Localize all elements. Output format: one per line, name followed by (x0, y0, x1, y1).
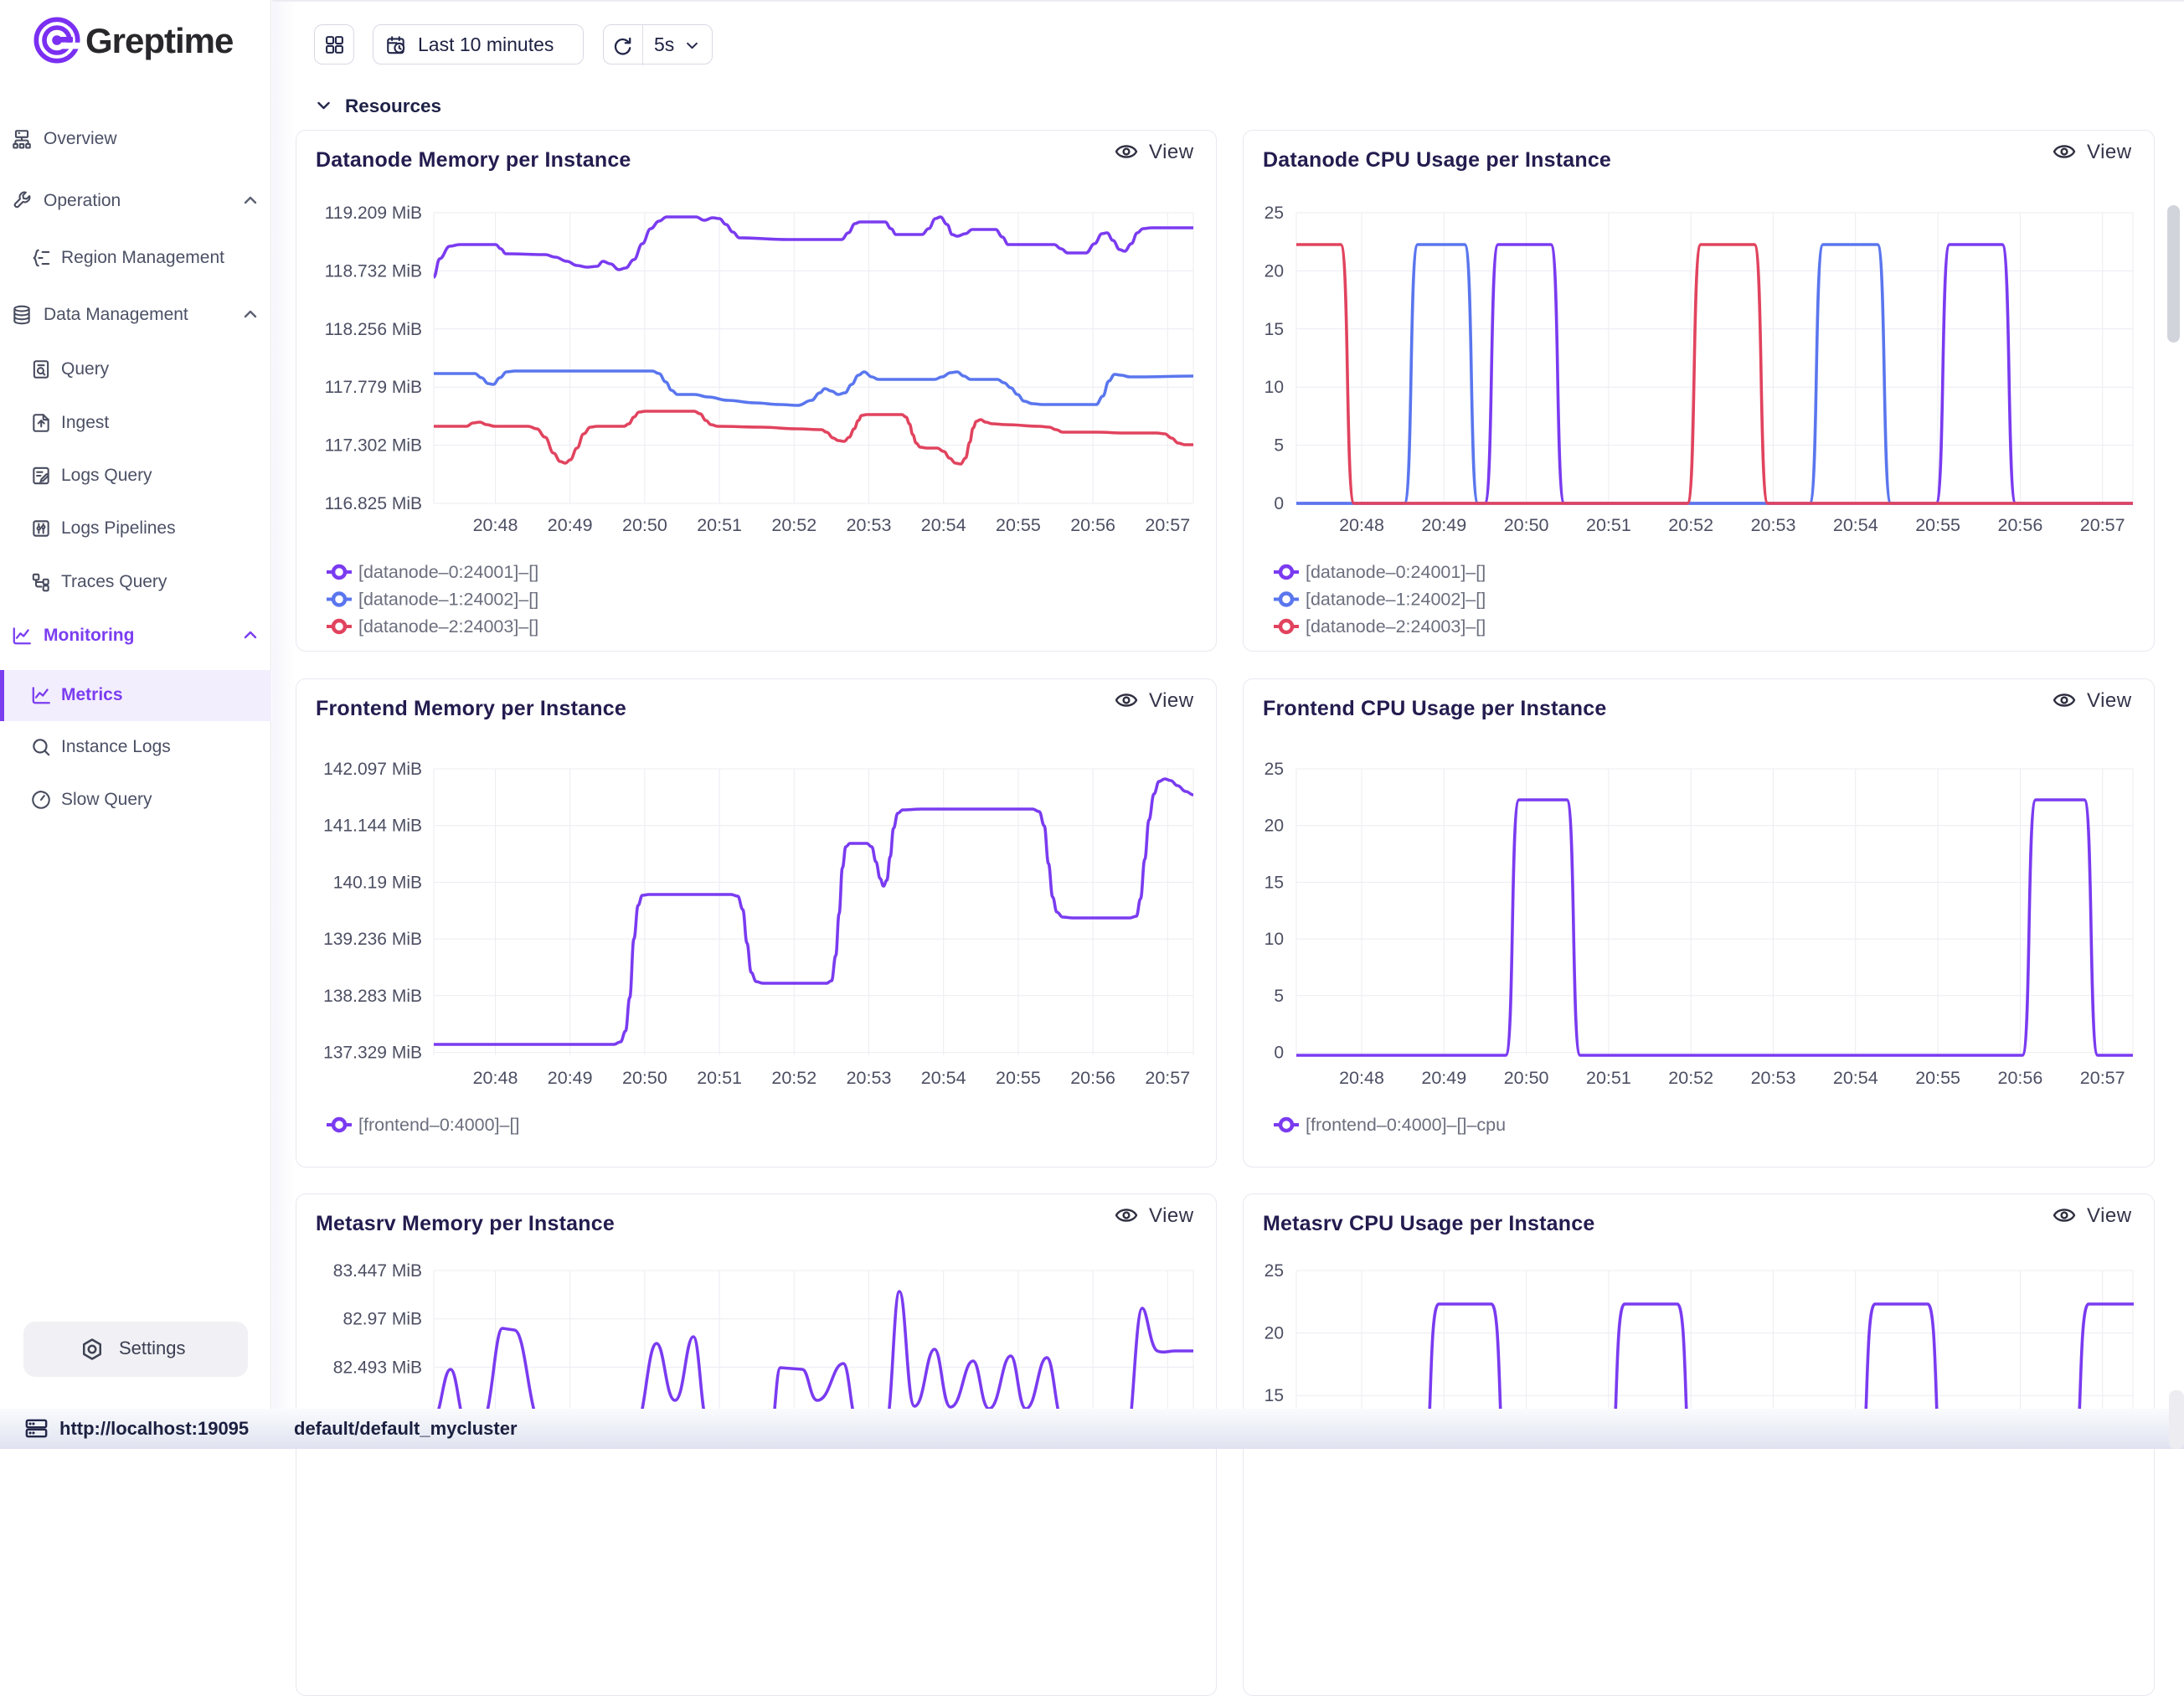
svg-text:82.97 MiB: 82.97 MiB (343, 1310, 422, 1329)
svg-text:View: View (2087, 141, 2132, 163)
svg-text:25: 25 (1265, 760, 1284, 779)
svg-text:20:55: 20:55 (996, 1068, 1041, 1088)
svg-text:140.19 MiB: 140.19 MiB (333, 873, 422, 892)
svg-text:20:50: 20:50 (1504, 515, 1549, 535)
svg-text:20:57: 20:57 (1145, 1068, 1190, 1088)
svg-text:[datanode–0:24001]–[]: [datanode–0:24001]–[] (1306, 562, 1486, 582)
svg-text:5: 5 (1274, 436, 1284, 456)
svg-text:118.256 MiB: 118.256 MiB (325, 320, 422, 339)
svg-text:20:56: 20:56 (1070, 1068, 1115, 1088)
svg-text:20:50: 20:50 (622, 1068, 667, 1088)
svg-text:[datanode–2:24003]–[]: [datanode–2:24003]–[] (358, 616, 538, 637)
svg-text:20:52: 20:52 (771, 515, 816, 535)
svg-text:20:49: 20:49 (1421, 1068, 1466, 1088)
svg-text:117.302 MiB: 117.302 MiB (325, 436, 422, 456)
svg-text:0: 0 (1274, 1044, 1284, 1063)
svg-text:20:51: 20:51 (1586, 1068, 1631, 1088)
svg-text:20: 20 (1265, 817, 1284, 836)
svg-text:20:55: 20:55 (1915, 1068, 1960, 1088)
svg-text:0: 0 (1274, 494, 1284, 513)
svg-text:15: 15 (1265, 873, 1284, 892)
svg-text:Metasrv Memory per Instance: Metasrv Memory per Instance (316, 1212, 615, 1235)
svg-text:Greptime: Greptime (85, 21, 233, 60)
svg-text:138.283 MiB: 138.283 MiB (323, 987, 422, 1006)
svg-text:View: View (2087, 689, 2132, 712)
svg-text:142.097 MiB: 142.097 MiB (323, 760, 422, 779)
svg-text:20:50: 20:50 (622, 515, 667, 535)
svg-text:20:54: 20:54 (1833, 1068, 1878, 1088)
svg-text:20:56: 20:56 (1070, 515, 1115, 535)
svg-text:20:48: 20:48 (473, 1068, 518, 1088)
svg-text:View: View (1149, 689, 1194, 712)
svg-text:20:53: 20:53 (1751, 515, 1796, 535)
svg-text:141.144 MiB: 141.144 MiB (323, 817, 422, 836)
svg-text:Frontend CPU Usage per Instanc: Frontend CPU Usage per Instance (1263, 697, 1606, 720)
svg-text:10: 10 (1265, 378, 1284, 397)
svg-text:20:48: 20:48 (1339, 515, 1384, 535)
svg-text:View: View (2087, 1204, 2132, 1227)
svg-text:20:57: 20:57 (2080, 515, 2125, 535)
svg-text:[datanode–1:24002]–[]: [datanode–1:24002]–[] (358, 590, 538, 610)
svg-text:20:52: 20:52 (1668, 515, 1713, 535)
svg-text:20:54: 20:54 (921, 515, 966, 535)
svg-text:20:53: 20:53 (847, 515, 892, 535)
svg-text:20:57: 20:57 (1145, 515, 1190, 535)
svg-text:83.447 MiB: 83.447 MiB (333, 1261, 422, 1281)
svg-text:Datanode Memory per Instance: Datanode Memory per Instance (316, 148, 631, 172)
svg-text:5: 5 (1274, 987, 1284, 1006)
svg-text:20:56: 20:56 (1997, 1068, 2042, 1088)
svg-text:20:49: 20:49 (548, 515, 593, 535)
svg-text:15: 15 (1265, 1386, 1284, 1405)
svg-text:Datanode CPU Usage per Instanc: Datanode CPU Usage per Instance (1263, 148, 1611, 172)
svg-text:116.825 MiB: 116.825 MiB (325, 494, 422, 513)
svg-text:119.209 MiB: 119.209 MiB (325, 204, 422, 223)
svg-text:117.779 MiB: 117.779 MiB (325, 378, 422, 397)
svg-text:82.493 MiB: 82.493 MiB (333, 1358, 422, 1377)
svg-text:20:53: 20:53 (847, 1068, 892, 1088)
svg-text:20:48: 20:48 (1339, 1068, 1384, 1088)
svg-text:20: 20 (1265, 1324, 1284, 1343)
svg-text:[datanode–0:24001]–[]: [datanode–0:24001]–[] (358, 562, 538, 582)
svg-text:10: 10 (1265, 930, 1284, 949)
svg-text:20:53: 20:53 (1751, 1068, 1796, 1088)
svg-text:20: 20 (1265, 261, 1284, 281)
svg-text:20:57: 20:57 (2080, 1068, 2125, 1088)
svg-text:20:55: 20:55 (996, 515, 1041, 535)
svg-text:20:55: 20:55 (1915, 515, 1960, 535)
svg-text:[frontend–0:4000]–[]–cpu: [frontend–0:4000]–[]–cpu (1306, 1115, 1506, 1135)
svg-text:139.236 MiB: 139.236 MiB (323, 930, 422, 949)
svg-text:20:51: 20:51 (697, 515, 742, 535)
svg-text:20:51: 20:51 (697, 1068, 742, 1088)
svg-text:15: 15 (1265, 320, 1284, 339)
svg-text:118.732 MiB: 118.732 MiB (325, 261, 422, 281)
svg-text:[frontend–0:4000]–[]: [frontend–0:4000]–[] (358, 1115, 519, 1135)
svg-text:[datanode–1:24002]–[]: [datanode–1:24002]–[] (1306, 590, 1486, 610)
svg-text:25: 25 (1265, 204, 1284, 223)
svg-text:20:54: 20:54 (921, 1068, 966, 1088)
svg-text:20:54: 20:54 (1833, 515, 1878, 535)
svg-text:20:56: 20:56 (1997, 515, 2042, 535)
svg-text:View: View (1149, 141, 1194, 163)
svg-text:20:49: 20:49 (548, 1068, 593, 1088)
svg-text:137.329 MiB: 137.329 MiB (323, 1044, 422, 1063)
svg-text:[datanode–2:24003]–[]: [datanode–2:24003]–[] (1306, 616, 1486, 637)
svg-text:Metasrv CPU Usage per Instance: Metasrv CPU Usage per Instance (1263, 1212, 1594, 1235)
svg-text:20:49: 20:49 (1421, 515, 1466, 535)
svg-text:View: View (1149, 1204, 1194, 1227)
svg-text:20:52: 20:52 (771, 1068, 816, 1088)
svg-text:25: 25 (1265, 1261, 1284, 1281)
svg-text:Frontend Memory per Instance: Frontend Memory per Instance (316, 697, 626, 720)
svg-text:20:51: 20:51 (1586, 515, 1631, 535)
svg-text:20:48: 20:48 (473, 515, 518, 535)
svg-text:20:52: 20:52 (1668, 1068, 1713, 1088)
svg-text:20:50: 20:50 (1504, 1068, 1549, 1088)
